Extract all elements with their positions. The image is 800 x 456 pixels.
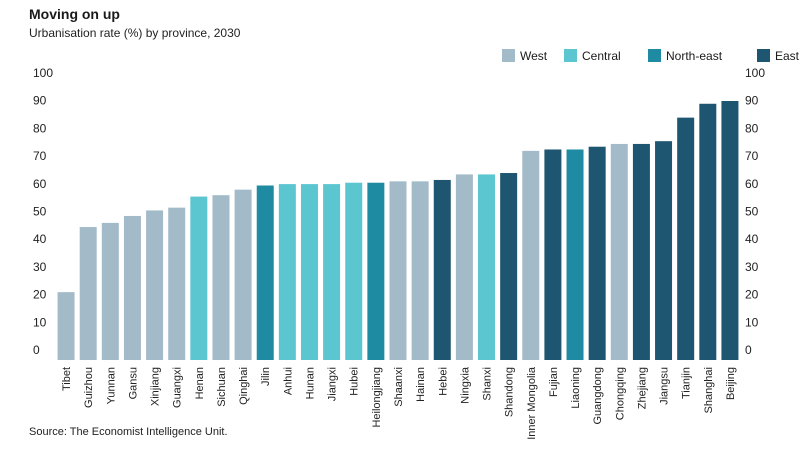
x-tick-label: Tibet	[61, 367, 73, 391]
y-tick-label-left: 50	[33, 205, 47, 219]
bar-jilin	[256, 185, 274, 360]
bar-chongqing	[610, 143, 628, 360]
bar-shandong	[500, 173, 518, 360]
y-tick-label-left: 0	[33, 343, 40, 357]
y-tick-label-right: 80	[745, 121, 759, 135]
legend-label: East	[775, 49, 800, 63]
bar-hubei	[345, 182, 363, 360]
x-tick-label: Beijing	[725, 367, 737, 400]
bar-jiangsu	[655, 141, 673, 360]
bar-hainan	[411, 181, 429, 360]
source-note: Source: The Economist Intelligence Unit.	[29, 426, 228, 438]
x-tick-label: Shanghai	[703, 367, 715, 414]
chart-subtitle: Urbanisation rate (%) by province, 2030	[29, 26, 241, 40]
x-tick-label: Guangxi	[172, 367, 184, 408]
bar-shaanxi	[389, 181, 407, 360]
x-tick-label: Xinjiang	[150, 367, 162, 406]
x-tick-label: Shanxi	[482, 367, 494, 401]
y-tick-label-right: 40	[745, 232, 759, 246]
bar-guizhou	[79, 227, 97, 360]
x-tick-label: Sichuan	[216, 367, 228, 407]
x-tick-label: Qinghai	[238, 367, 250, 405]
y-tick-label-left: 100	[33, 66, 53, 80]
y-tick-label-right: 50	[745, 205, 759, 219]
bar-shanxi	[478, 174, 496, 360]
x-tick-label: Henan	[194, 367, 206, 399]
bar-sichuan	[212, 195, 230, 360]
x-tick-label: Jilin	[260, 367, 272, 386]
bar-henan	[190, 196, 208, 360]
x-tick-label: Hunan	[304, 367, 316, 399]
x-tick-label: Ningxia	[459, 366, 471, 404]
x-tick-label: Fujian	[548, 367, 560, 397]
y-tick-label-left: 60	[33, 177, 47, 191]
bar-hebei	[433, 179, 451, 360]
y-tick-label-left: 10	[33, 315, 47, 329]
bar-zhejiang	[632, 143, 650, 360]
legend-swatch	[757, 49, 770, 62]
y-tick-label-left: 90	[33, 94, 47, 108]
x-tick-label: Liaoning	[570, 367, 582, 409]
bar-hunan	[300, 184, 318, 360]
bar-anhui	[278, 184, 296, 360]
x-tick-label: Shaanxi	[393, 367, 405, 407]
legend-swatch	[564, 49, 577, 62]
x-tick-label: Shandong	[504, 367, 516, 417]
bar-qinghai	[234, 189, 252, 360]
bar-beijing	[721, 101, 739, 360]
bar-guangxi	[168, 207, 186, 360]
x-tick-label: Zhejiang	[636, 367, 648, 409]
y-tick-label-left: 30	[33, 260, 47, 274]
legend-swatch	[648, 49, 661, 62]
legend-label: Central	[582, 49, 621, 63]
bar-guangdong	[588, 146, 606, 360]
bar-yunnan	[101, 222, 119, 360]
y-tick-label-right: 10	[745, 315, 759, 329]
y-tick-label-left: 40	[33, 232, 47, 246]
bar-liaoning	[566, 149, 584, 360]
chart-title: Moving on up	[29, 6, 120, 22]
bar-fujian	[544, 149, 562, 360]
x-tick-label: Hubei	[349, 367, 361, 396]
y-tick-label-left: 20	[33, 288, 47, 302]
x-tick-label: Guangdong	[592, 367, 604, 425]
bar-ningxia	[455, 174, 473, 360]
bar-xinjiang	[146, 210, 164, 360]
x-tick-label: Anhui	[282, 367, 294, 395]
legend-swatch	[502, 49, 515, 62]
bar-inner-mongolia	[522, 150, 540, 360]
bar-shanghai	[699, 103, 717, 361]
x-tick-label: Guizhou	[83, 367, 95, 408]
x-tick-label: Jiangsu	[659, 367, 671, 405]
bar-gansu	[123, 215, 141, 360]
x-tick-label: Chongqing	[614, 367, 626, 420]
y-tick-label-left: 80	[33, 121, 47, 135]
x-tick-label: Tianjin	[681, 367, 693, 399]
y-tick-label-right: 90	[745, 94, 759, 108]
x-tick-label: Jiangxi	[327, 367, 339, 401]
bar-heilongjiang	[367, 182, 385, 360]
bar-tianjin	[677, 117, 695, 361]
y-tick-label-left: 70	[33, 149, 47, 163]
y-tick-label-right: 30	[745, 260, 759, 274]
y-tick-label-right: 0	[745, 343, 752, 357]
legend-label: West	[520, 49, 548, 63]
bar-tibet	[57, 292, 75, 360]
x-tick-label: Hainan	[415, 367, 427, 402]
legend-label: North-east	[666, 49, 723, 63]
x-tick-label: Hebei	[437, 367, 449, 396]
y-tick-label-right: 20	[745, 288, 759, 302]
x-tick-label: Heilongjiang	[371, 367, 383, 428]
y-tick-label-right: 70	[745, 149, 759, 163]
y-tick-label-right: 60	[745, 177, 759, 191]
x-tick-label: Yunnan	[105, 367, 117, 404]
x-tick-label: Gansu	[127, 367, 139, 399]
x-tick-label: Inner Mongolia	[526, 366, 538, 440]
bar-jiangxi	[323, 184, 341, 360]
y-tick-label-right: 100	[745, 66, 765, 80]
